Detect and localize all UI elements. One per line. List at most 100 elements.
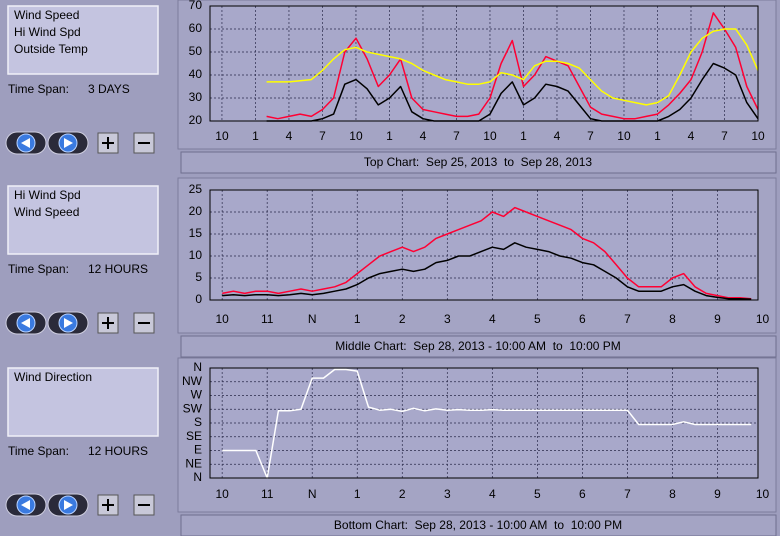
- y-tick-label: W: [191, 388, 203, 402]
- x-tick-label: 7: [721, 129, 728, 143]
- button-arrow[interactable]: [64, 318, 73, 328]
- series-line: [222, 368, 752, 479]
- series-line: [222, 242, 752, 300]
- time-span-label: Time Span:: [8, 262, 69, 276]
- legend-entry: Wind Direction: [14, 370, 92, 384]
- plot-border: [209, 367, 759, 479]
- y-tick-label: S: [194, 415, 202, 429]
- y-tick-label: 70: [189, 0, 203, 12]
- x-tick-label: 2: [399, 487, 406, 501]
- chart-caption: Top Chart: Sep 25, 2013 to Sep 28, 2013: [364, 155, 592, 169]
- button-forward[interactable]: [47, 493, 89, 517]
- plot-border: [209, 5, 759, 122]
- x-tick-label: 7: [624, 487, 631, 501]
- chart-caption: Middle Chart: Sep 28, 2013 - 10:00 AM to…: [335, 339, 621, 353]
- time-span-value: 12 HOURS: [88, 262, 148, 276]
- x-tick-label: 1: [354, 487, 361, 501]
- x-tick-label: 6: [579, 487, 586, 501]
- y-tick-label: 5: [195, 270, 202, 284]
- y-tick-label: 20: [189, 204, 203, 218]
- x-tick-label: 10: [215, 129, 229, 143]
- x-tick-label: N: [308, 312, 317, 326]
- button-arrow[interactable]: [64, 500, 73, 510]
- caption-bar: [180, 514, 777, 536]
- button-zoom-out[interactable]: [133, 132, 155, 154]
- x-tick-label: 4: [688, 129, 695, 143]
- y-tick-label: 20: [189, 113, 203, 127]
- button-back[interactable]: [5, 131, 47, 155]
- x-tick-label: 8: [669, 487, 676, 501]
- legend-entry: Hi Wind Spd: [14, 188, 81, 202]
- y-tick-label: SE: [186, 429, 202, 443]
- legend-entry: Outside Temp: [14, 42, 88, 56]
- x-tick-label: 4: [286, 129, 293, 143]
- legend-box: [7, 185, 159, 255]
- time-span-label: Time Span:: [8, 82, 69, 96]
- button-zoom-out[interactable]: [133, 312, 155, 334]
- button-arrow[interactable]: [21, 138, 30, 148]
- x-tick-label: 4: [489, 312, 496, 326]
- button-back[interactable]: [5, 311, 47, 335]
- plot-border: [209, 189, 759, 301]
- legend-box: [7, 5, 159, 75]
- x-tick-label: 4: [554, 129, 561, 143]
- button-back[interactable]: [5, 493, 47, 517]
- x-tick-label: 7: [319, 129, 326, 143]
- x-tick-label: 3: [444, 312, 451, 326]
- series-line: [266, 28, 759, 106]
- x-tick-label: 3: [444, 487, 451, 501]
- x-tick-label: 10: [215, 312, 229, 326]
- x-tick-label: 10: [617, 129, 631, 143]
- y-tick-label: 15: [189, 226, 203, 240]
- x-tick-label: 4: [489, 487, 496, 501]
- y-tick-label: 60: [189, 21, 203, 35]
- x-tick-label: 9: [714, 312, 721, 326]
- x-tick-label: 10: [215, 487, 229, 501]
- button-zoom-in[interactable]: [97, 494, 119, 516]
- y-tick-label: 0: [195, 292, 202, 306]
- x-tick-label: 5: [534, 487, 541, 501]
- plot-area: [210, 190, 758, 300]
- y-tick-label: 10: [189, 248, 203, 262]
- y-tick-label: 50: [189, 44, 203, 58]
- button-arrow[interactable]: [21, 318, 30, 328]
- series-line: [222, 206, 752, 300]
- legend-box: [7, 367, 159, 437]
- button-forward[interactable]: [47, 131, 89, 155]
- legend-entry: Wind Speed: [14, 205, 79, 219]
- y-tick-label: NW: [182, 374, 203, 388]
- button-zoom-out[interactable]: [133, 494, 155, 516]
- x-tick-label: 8: [669, 312, 676, 326]
- caption-bar: [180, 151, 777, 174]
- button-forward[interactable]: [47, 311, 89, 335]
- x-tick-label: 1: [354, 312, 361, 326]
- x-tick-label: 10: [349, 129, 363, 143]
- x-tick-label: 1: [654, 129, 661, 143]
- button-arrow[interactable]: [21, 500, 30, 510]
- x-tick-label: 10: [483, 129, 497, 143]
- button-arrow[interactable]: [64, 138, 73, 148]
- y-tick-label: SW: [183, 401, 203, 415]
- x-tick-label: 1: [520, 129, 527, 143]
- chart-caption: Bottom Chart: Sep 28, 2013 - 10:00 AM to…: [334, 518, 622, 532]
- button-zoom-in[interactable]: [97, 312, 119, 334]
- y-tick-label: 40: [189, 67, 203, 81]
- x-tick-label: 5: [534, 312, 541, 326]
- x-tick-label: 2: [399, 312, 406, 326]
- x-tick-label: 7: [453, 129, 460, 143]
- button-zoom-in[interactable]: [97, 132, 119, 154]
- x-tick-label: 11: [261, 487, 274, 501]
- x-tick-label: 10: [751, 129, 765, 143]
- x-tick-label: 10: [756, 487, 770, 501]
- x-tick-label: 7: [624, 312, 631, 326]
- x-tick-label: 7: [587, 129, 594, 143]
- plot-area: [210, 6, 758, 121]
- x-tick-label: N: [308, 487, 317, 501]
- x-tick-label: 4: [420, 129, 427, 143]
- y-tick-label: 30: [189, 90, 203, 104]
- y-tick-label: 25: [189, 182, 203, 196]
- y-tick-label: E: [194, 443, 202, 457]
- x-tick-label: 9: [714, 487, 721, 501]
